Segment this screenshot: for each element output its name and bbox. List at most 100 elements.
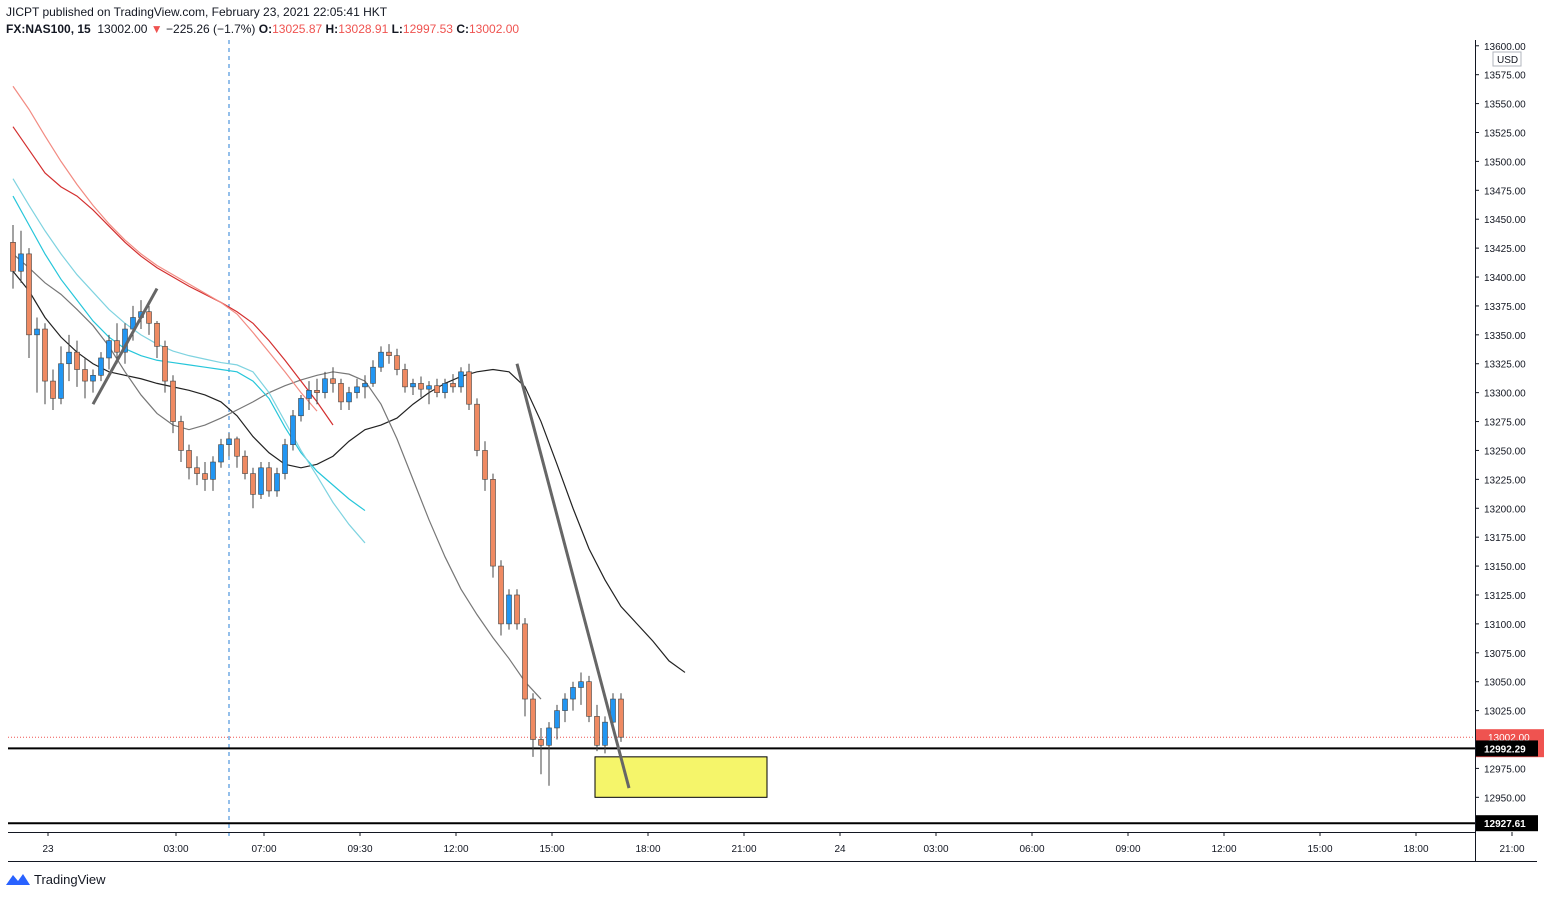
candle-body xyxy=(162,346,168,382)
price-tick-label: 13150.00 xyxy=(1484,562,1526,573)
level-price-tag-value: 12992.29 xyxy=(1484,744,1526,755)
trend-line[interactable] xyxy=(515,363,631,789)
candle-body xyxy=(554,710,560,729)
candle-body xyxy=(386,351,392,356)
candle-body xyxy=(418,383,424,390)
level-price-tag xyxy=(1476,740,1538,757)
price-tick-label: 13050.00 xyxy=(1484,678,1526,689)
candle-body xyxy=(490,479,496,567)
candle-body xyxy=(42,328,48,382)
footer-bar xyxy=(0,862,1545,898)
candle-body xyxy=(306,390,312,399)
candle-body xyxy=(226,438,232,445)
candle-body xyxy=(410,383,416,388)
time-tick-label: 18:00 xyxy=(1403,844,1428,855)
candles-layer xyxy=(10,224,624,786)
candle-body xyxy=(522,623,528,700)
time-tick-label: 21:00 xyxy=(1499,844,1524,855)
level-price-tag-value: 12927.61 xyxy=(1484,819,1526,830)
moving-averages-layer xyxy=(12,85,686,700)
candle-body xyxy=(50,380,56,399)
close-label: C: xyxy=(456,22,469,36)
candle-body xyxy=(26,253,32,336)
currency-unit-label: USD xyxy=(1497,55,1518,66)
candle-body xyxy=(450,383,456,388)
zone-layer xyxy=(594,756,768,798)
candle-body xyxy=(266,467,272,492)
high-value: 13028.91 xyxy=(338,22,389,36)
price-tick-label: 13475.00 xyxy=(1484,186,1526,197)
candle-body xyxy=(34,328,40,336)
price-tick-label: 13400.00 xyxy=(1484,273,1526,284)
change-value: −225.26 (−1.7%) xyxy=(166,22,256,36)
candle-body xyxy=(354,386,360,393)
brand-name[interactable]: TradingView xyxy=(34,872,106,887)
candle-body xyxy=(338,383,344,403)
candle-body xyxy=(530,698,536,740)
candle-body xyxy=(106,340,112,359)
candle-body xyxy=(442,383,448,393)
candle-body xyxy=(154,322,160,347)
candle-body xyxy=(466,371,472,405)
candle-body xyxy=(10,242,16,272)
candle-body xyxy=(346,392,352,403)
time-tick-label: 09:00 xyxy=(1115,844,1140,855)
time-tick-label: 23 xyxy=(42,844,54,855)
price-tick-label: 13075.00 xyxy=(1484,649,1526,660)
candle-body xyxy=(578,681,584,688)
price-tick-label: 13225.00 xyxy=(1484,475,1526,486)
price-tick-label: 13375.00 xyxy=(1484,302,1526,313)
price-axis-background xyxy=(1475,0,1545,862)
price-tick-label: 12950.00 xyxy=(1484,793,1526,804)
time-tick-label: 18:00 xyxy=(635,844,660,855)
price-tick-label: 13350.00 xyxy=(1484,331,1526,342)
currency-unit-box xyxy=(1492,51,1522,67)
time-tick-label: 12:00 xyxy=(1211,844,1236,855)
time-tick-label: 24 xyxy=(834,844,846,855)
time-tick-label: 12:00 xyxy=(443,844,468,855)
candle-body xyxy=(114,340,120,353)
candle-body xyxy=(282,444,288,474)
candle-body xyxy=(218,444,224,463)
candle-body xyxy=(186,450,192,469)
price-tick-label: 12975.00 xyxy=(1484,764,1526,775)
price-tick-label: 13550.00 xyxy=(1484,100,1526,111)
candle-body xyxy=(546,727,552,746)
price-tick-label: 13425.00 xyxy=(1484,244,1526,255)
candle-body xyxy=(202,473,208,480)
price-tick-label: 13300.00 xyxy=(1484,389,1526,400)
low-value: 12997.53 xyxy=(402,22,453,36)
candle-body xyxy=(90,374,96,382)
symbol-label[interactable]: FX:NAS100, 15 xyxy=(6,22,91,36)
price-tick-label: 13575.00 xyxy=(1484,71,1526,82)
tradingview-logo-icon[interactable] xyxy=(6,871,30,887)
candle-body xyxy=(370,366,376,384)
grid-layer xyxy=(8,40,1475,838)
candle-body xyxy=(194,467,200,474)
last-price-tag-value: 13002.00 xyxy=(1488,733,1530,744)
trend-line[interactable] xyxy=(91,287,159,405)
candle-body xyxy=(394,355,400,370)
price-tick-label: 13025.00 xyxy=(1484,707,1526,718)
candle-body xyxy=(402,369,408,388)
candle-body xyxy=(82,369,88,382)
candle-body xyxy=(586,681,592,717)
price-tick-label: 13600.00 xyxy=(1484,42,1526,53)
candle-body xyxy=(234,438,240,457)
price-tick-label: 13525.00 xyxy=(1484,128,1526,139)
candle-body xyxy=(506,594,512,625)
candle-body xyxy=(314,390,320,393)
candle-body xyxy=(362,383,368,388)
candle-body xyxy=(330,378,336,384)
moving-average-line xyxy=(12,85,318,412)
candle-body xyxy=(458,371,464,388)
demand-zone-box[interactable] xyxy=(594,756,768,798)
candle-body xyxy=(18,253,24,272)
high-label: H: xyxy=(325,22,339,36)
price-tick-label: 13250.00 xyxy=(1484,446,1526,457)
moving-average-line xyxy=(12,126,334,426)
candle-body xyxy=(434,385,440,393)
time-tick-label: 15:00 xyxy=(1307,844,1332,855)
candle-body xyxy=(146,311,152,324)
